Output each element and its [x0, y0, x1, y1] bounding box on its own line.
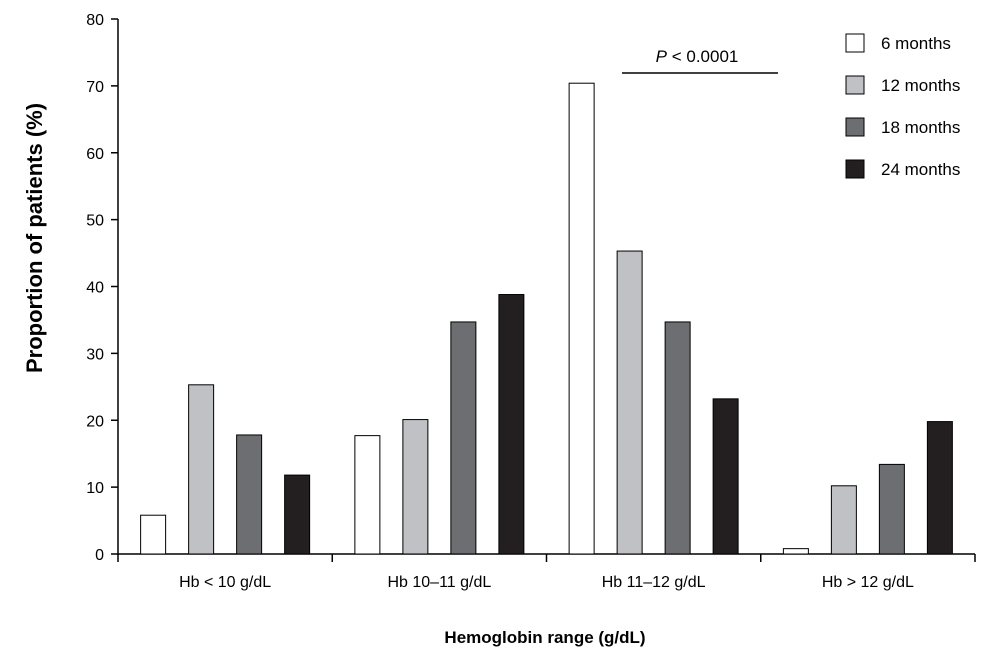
bar [140, 514, 167, 555]
x-category-label: Hb 11–12 g/dL [602, 574, 706, 591]
bar [830, 485, 857, 555]
x-category-label: Hb > 12 g/dL [822, 574, 914, 591]
bar [664, 321, 691, 555]
bar [188, 384, 215, 555]
legend-swatch [845, 117, 865, 137]
y-tick-label: 80 [86, 12, 104, 29]
y-tick-label: 50 [86, 213, 104, 230]
bar [498, 294, 525, 555]
bar [712, 398, 739, 555]
legend-label: 12 months [881, 76, 960, 95]
legend-swatch [845, 75, 865, 95]
bar [926, 421, 953, 555]
legend-swatch [845, 33, 865, 53]
legend-label: 18 months [881, 118, 960, 137]
bar [236, 434, 263, 555]
bar [450, 321, 477, 555]
x-category-label: Hb < 10 g/dL [179, 574, 271, 591]
y-tick-label: 10 [86, 480, 104, 497]
p-symbol: P [656, 47, 668, 66]
bar [568, 82, 595, 555]
legend: 6 months 12 months 18 months 24 months [845, 33, 960, 179]
p-value: < 0.0001 [667, 47, 738, 66]
y-tick-label: 0 [95, 547, 104, 564]
bars [140, 82, 953, 555]
y-tick-label: 70 [86, 79, 104, 96]
x-category-label: Hb 10–11 g/dL [387, 574, 491, 591]
x-axis: Hb < 10 g/dL Hb 10–11 g/dL Hb 11–12 g/dL Hb… [117, 553, 976, 591]
legend-label: 24 months [881, 160, 960, 179]
y-axis-title: Proportion of patients (%) [22, 103, 47, 373]
y-tick-label: 30 [86, 346, 104, 363]
bar [782, 548, 809, 555]
p-value-text: P < 0.0001 [656, 47, 739, 66]
y-tick-label: 20 [86, 413, 104, 430]
legend-label: 6 months [881, 34, 951, 53]
bar [616, 250, 643, 555]
legend-swatch [845, 159, 865, 179]
y-tick-label: 60 [86, 146, 104, 163]
bar [878, 463, 905, 555]
bar [402, 419, 429, 555]
significance-annotation: P < 0.0001 [622, 47, 778, 74]
bar [284, 474, 311, 555]
y-axis: 0 10 20 30 40 50 60 70 80 [86, 12, 119, 564]
bar [354, 435, 381, 555]
x-axis-title: Hemoglobin range (g/dL) [444, 628, 645, 647]
y-tick-label: 40 [86, 280, 104, 297]
